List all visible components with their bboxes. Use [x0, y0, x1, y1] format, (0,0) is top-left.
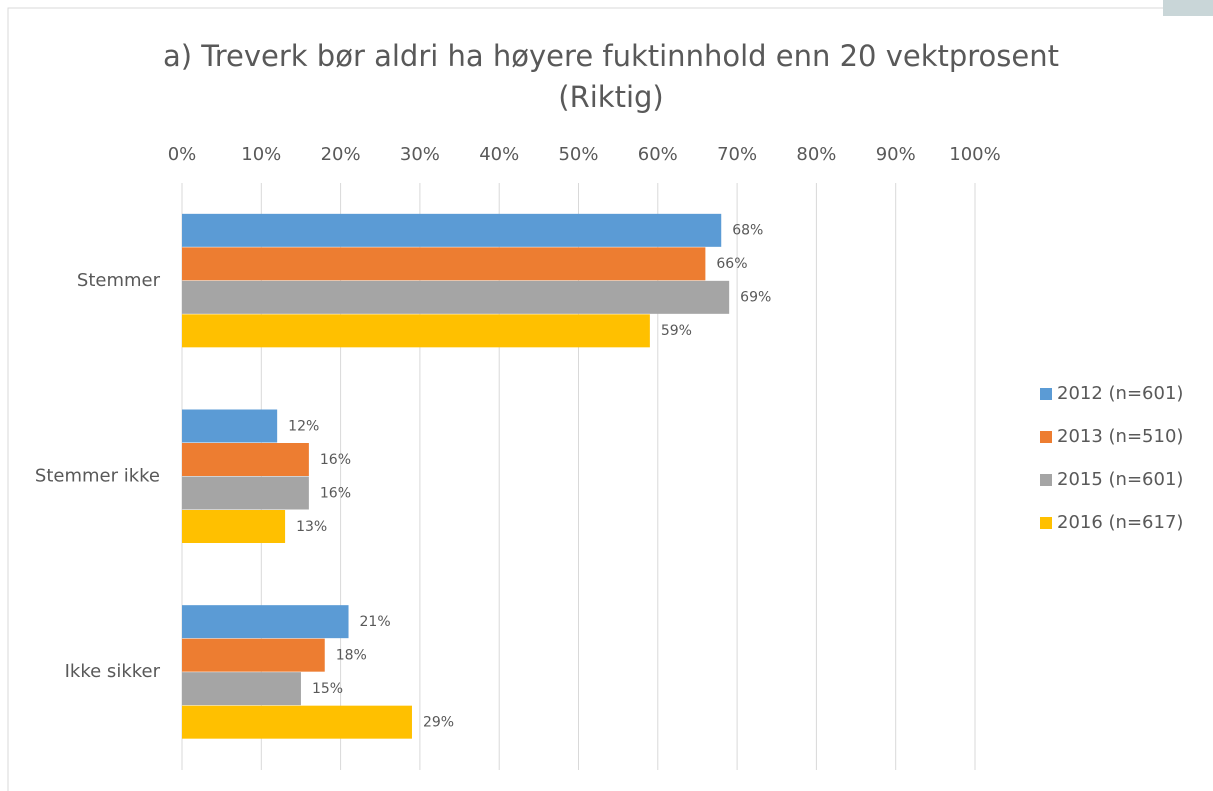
legend-swatch: [1040, 431, 1052, 443]
x-tick-label: 90%: [876, 144, 916, 165]
chart-title: a) Treverk bør aldri ha høyere fuktinnho…: [163, 39, 1059, 73]
y-tick-label: Stemmer: [77, 270, 161, 291]
value-label: 59%: [661, 323, 692, 339]
x-tick-label: 20%: [321, 144, 361, 165]
bar: [182, 314, 650, 348]
value-label: 29%: [423, 714, 454, 730]
value-label: 21%: [360, 614, 391, 630]
legend-label: 2013 (n=510): [1057, 426, 1183, 447]
value-label: 13%: [296, 519, 327, 535]
x-tick-label: 70%: [717, 144, 757, 165]
corner-image: [1163, 0, 1213, 16]
legend-label: 2016 (n=617): [1057, 512, 1183, 533]
x-tick-label: 50%: [558, 144, 598, 165]
bar: [182, 605, 349, 639]
x-tick-label: 0%: [168, 144, 197, 165]
value-label: 16%: [320, 452, 351, 468]
bar: [182, 510, 286, 543]
bar: [182, 476, 309, 510]
value-label: 18%: [336, 647, 367, 663]
legend-swatch: [1040, 388, 1052, 400]
bar: [182, 409, 278, 443]
x-tick-label: 60%: [638, 144, 678, 165]
x-tick-label: 10%: [241, 144, 281, 165]
bar: [182, 638, 325, 672]
bar: [182, 247, 706, 281]
value-label: 68%: [732, 223, 763, 239]
x-tick-label: 40%: [479, 144, 519, 165]
bar: [182, 443, 309, 476]
chart-subtitle: (Riktig): [558, 80, 663, 114]
bar: [182, 672, 301, 706]
y-tick-label: Ikke sikker: [65, 661, 161, 682]
legend-label: 2012 (n=601): [1057, 383, 1183, 404]
x-tick-label: 80%: [796, 144, 836, 165]
value-label: 12%: [288, 418, 319, 434]
value-label: 15%: [312, 681, 343, 697]
legend-swatch: [1040, 517, 1052, 529]
bar: [182, 705, 412, 739]
y-tick-label: Stemmer ikke: [35, 466, 160, 487]
legend-swatch: [1040, 474, 1052, 486]
x-tick-label: 30%: [400, 144, 440, 165]
value-label: 66%: [716, 256, 747, 272]
x-tick-label: 100%: [949, 144, 1000, 165]
value-label: 16%: [320, 485, 351, 501]
value-label: 69%: [740, 290, 771, 306]
bar: [182, 280, 730, 314]
bar: [182, 213, 722, 247]
legend-label: 2015 (n=601): [1057, 469, 1183, 490]
